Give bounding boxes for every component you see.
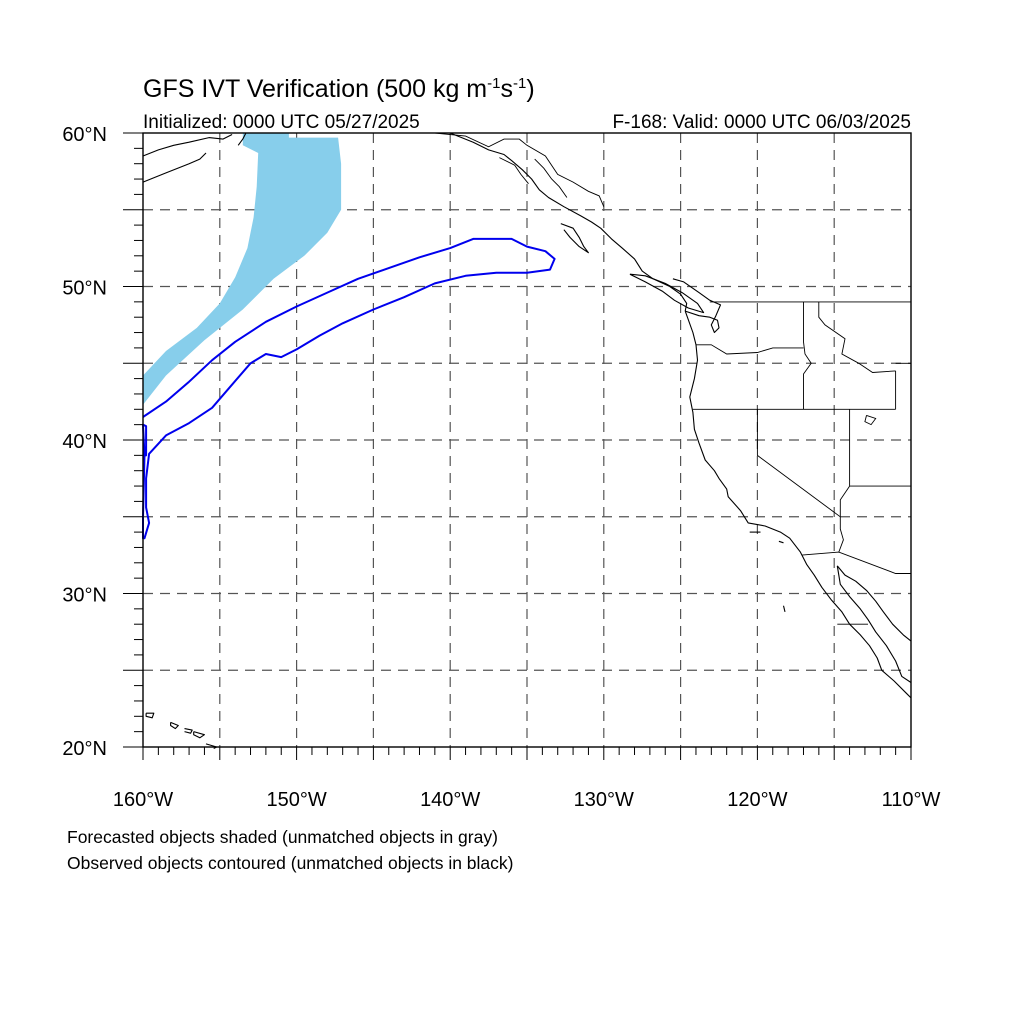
- axis-ticks: [123, 132, 912, 760]
- lat-tick-label: 40°N: [62, 431, 107, 453]
- coastline-segment: [170, 721, 179, 730]
- coastline-segment: [142, 134, 233, 157]
- axis-labels: 160°W 150°W 140°W 130°W 120°W 110°W 60°N 50°N 40…: [62, 124, 940, 811]
- coastline-segment: [672, 278, 722, 334]
- footnote-observed: Observed objects contoured (unmatched ob…: [67, 853, 514, 873]
- coastline-segment: [237, 132, 247, 146]
- valid-time-label: F-168: Valid: 0000 UTC 06/03/2025: [612, 112, 911, 133]
- coastline-segment: [145, 712, 155, 719]
- coastline-segment: [778, 540, 784, 544]
- border-segment: [499, 157, 529, 184]
- lat-tick-label: 60°N: [62, 124, 107, 146]
- coastline-segment: [142, 152, 207, 183]
- border-segment: [803, 301, 812, 410]
- lon-tick-label: 130°W: [574, 789, 634, 811]
- coastlines-and-borders: [142, 132, 912, 749]
- lon-tick-label: 160°W: [113, 789, 173, 811]
- observed-object-contour: [142, 237, 556, 540]
- lon-tick-label: 140°W: [420, 789, 480, 811]
- lat-tick-label: 50°N: [62, 278, 107, 300]
- lon-tick-label: 110°W: [882, 789, 941, 811]
- coastline-segment: [184, 728, 193, 734]
- lon-tick-label: 120°W: [727, 789, 787, 811]
- lon-tick-label: 150°W: [266, 789, 326, 811]
- forecast-object-shaded: [143, 133, 342, 405]
- lat-tick-label: 30°N: [62, 585, 107, 607]
- coastline-segment: [684, 310, 912, 699]
- init-time-label: Initialized: 0000 UTC 05/27/2025: [143, 112, 420, 133]
- border-segment: [534, 158, 568, 198]
- lat-tick-label: 20°N: [62, 738, 107, 760]
- border-segment: [801, 551, 911, 574]
- coastline-segment: [560, 223, 589, 254]
- border-segment: [818, 301, 896, 373]
- coastline-segment: [836, 565, 912, 683]
- coastline-segment: [193, 731, 205, 739]
- border-segment: [839, 409, 851, 517]
- border-segment: [864, 414, 877, 426]
- coastline-segment: [629, 273, 705, 314]
- border-segment: [756, 409, 841, 518]
- coastline-segment: [449, 132, 688, 312]
- border-segment: [434, 132, 605, 207]
- coastline-segment: [782, 605, 786, 613]
- footnote-forecast: Forecasted objects shaded (unmatched obj…: [67, 827, 498, 847]
- map-title: GFS IVT Verification (500 kg m-1s-1): [143, 75, 535, 103]
- coastline-segment: [836, 565, 912, 642]
- border-segment: [838, 516, 844, 553]
- coastline-segment: [205, 743, 218, 749]
- border-segment: [696, 344, 804, 355]
- gridlines: [143, 133, 911, 747]
- ivt-objects: [142, 133, 556, 540]
